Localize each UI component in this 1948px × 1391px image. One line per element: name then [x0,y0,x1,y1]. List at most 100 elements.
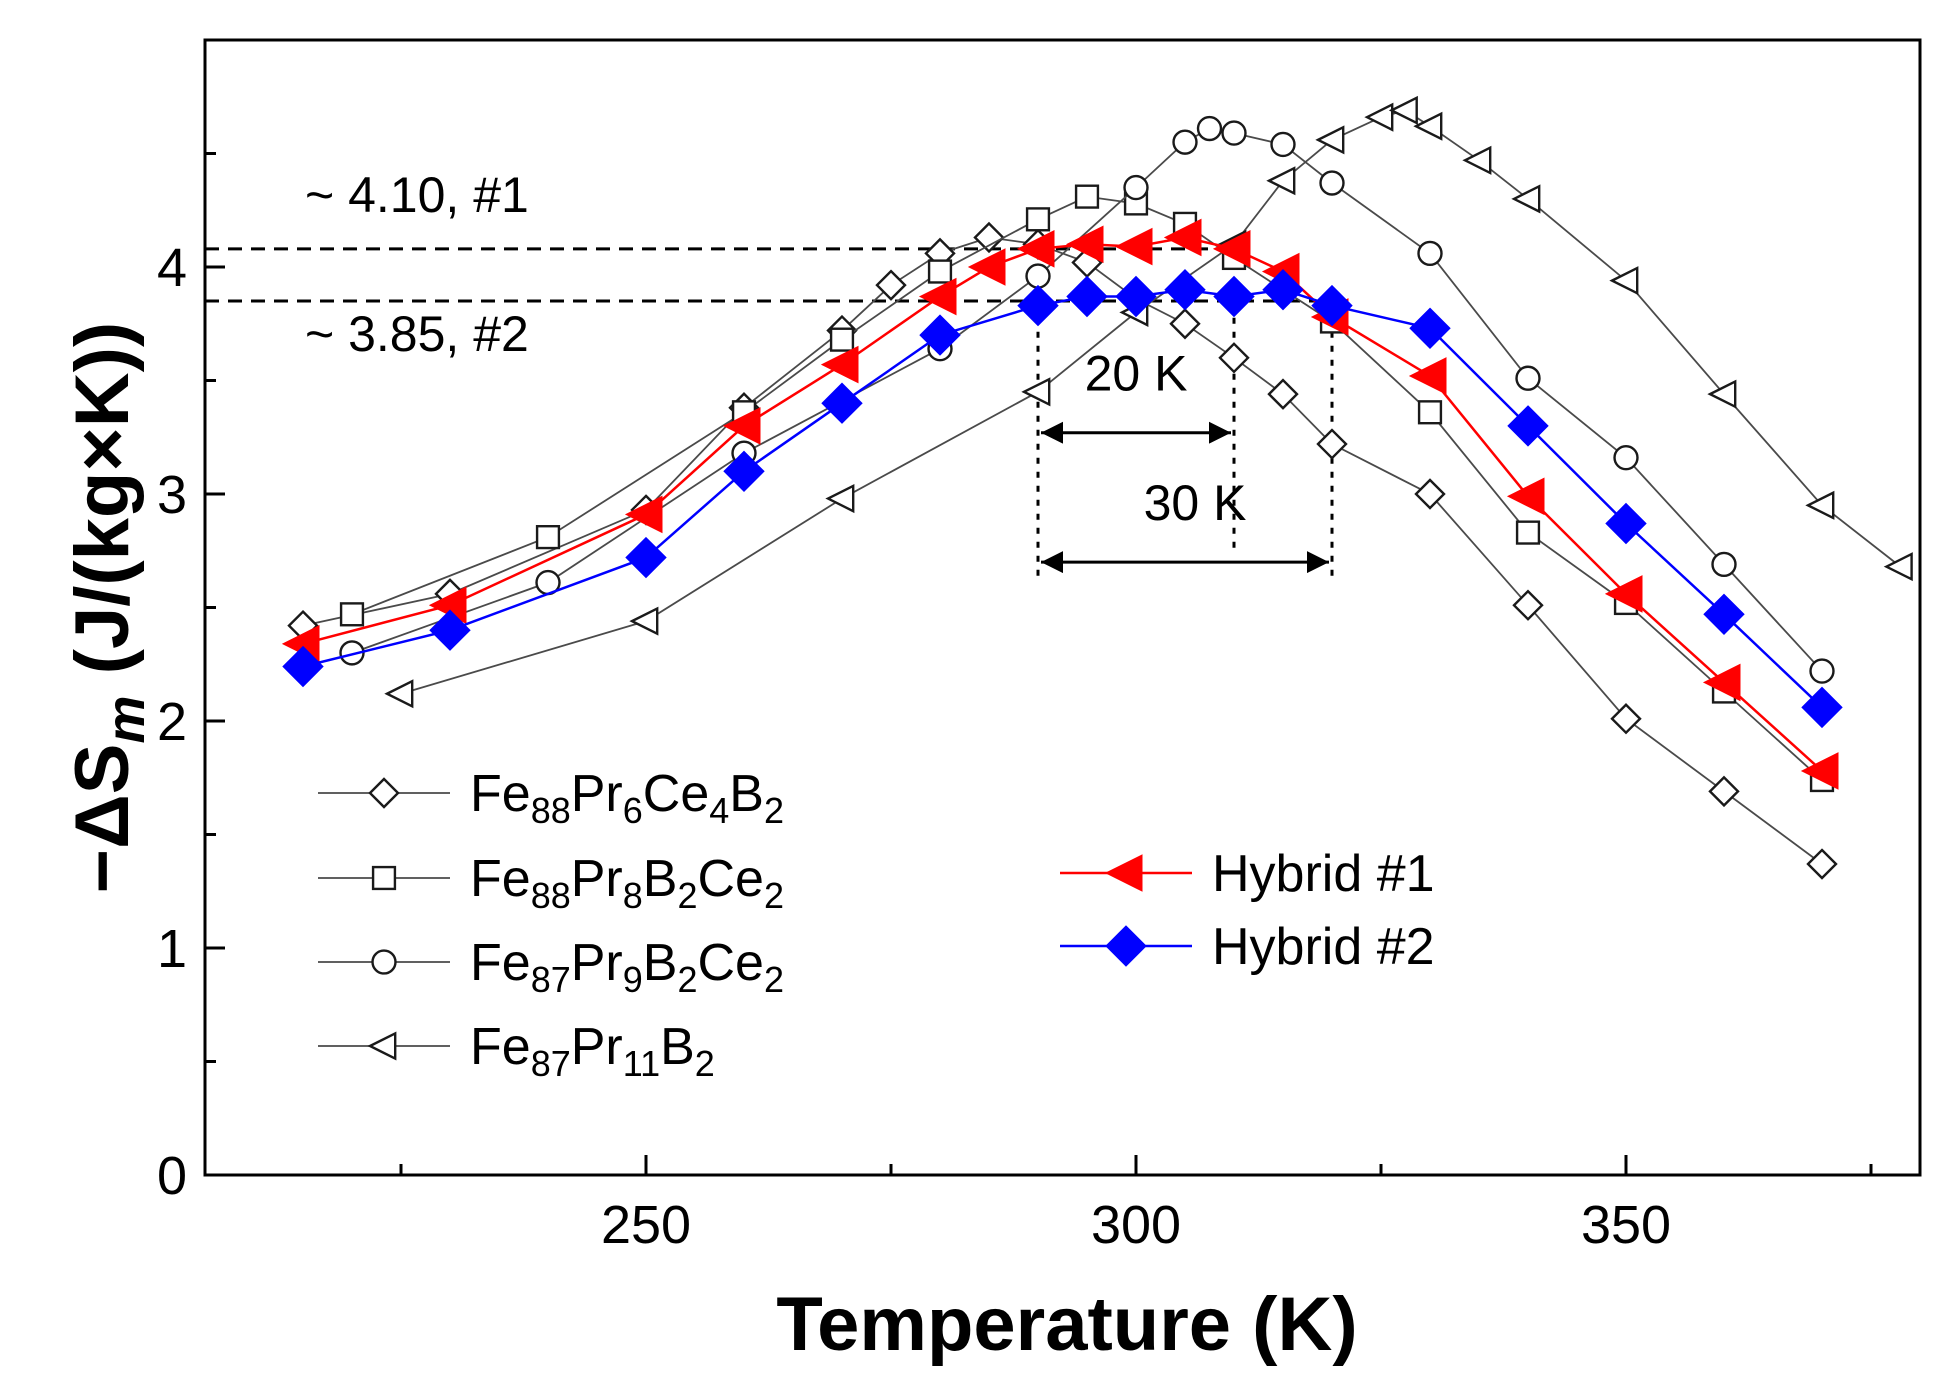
data-point-s4 [1609,266,1639,296]
data-point-s2 [1074,184,1100,209]
data-point-s2 [339,602,365,627]
legend-entry-h2: Hybrid #2 [1060,918,1435,976]
data-point-s3 [1221,120,1247,146]
data-point-s2 [1515,520,1541,545]
data-point-s1 [1512,589,1544,621]
data-point-s4 [1413,111,1443,141]
span-20k-label: 20 K [1085,346,1188,402]
data-point-h2 [1017,284,1059,327]
data-point-s4 [629,606,659,636]
data-point-s2 [535,525,561,550]
legend-label-part: Fe [470,765,531,823]
data-point-s4 [1266,166,1296,196]
y-tick-label: 1 [157,919,187,979]
legend-label-part: B [729,765,764,823]
series-s4 [384,95,1913,709]
data-point-s2 [927,259,953,284]
legend-label-part: 88 [531,790,571,831]
legend-label-part: Ce [643,765,709,823]
legend-label-part: Pr [571,850,623,908]
legend-label-part: 8 [623,875,643,916]
series-line-s2 [351,195,1823,781]
data-point-s3 [1515,365,1541,391]
data-point-h1 [1506,477,1545,516]
data-point-s3 [1319,170,1345,196]
data-point-s4 [1462,145,1492,175]
legend-label-part: 9 [623,959,643,1000]
data-point-s1 [1806,848,1838,880]
data-point-s3 [1025,263,1051,289]
series-line-h2 [302,288,1823,709]
x-tick-label: 300 [1091,1195,1181,1255]
data-point-s4 [1883,552,1913,582]
data-point-s3 [1172,129,1198,155]
legend-label-part: 2 [764,959,784,1000]
data-point-h2 [1066,275,1108,318]
data-point-s3 [339,640,365,666]
data-point-s1 [1218,342,1250,374]
legend-label-part: 2 [677,875,697,916]
data-point-h2 [1311,284,1353,327]
series-line-h1 [302,236,1823,772]
legend-entry-s1: Fe88Pr6Ce4B2 [318,765,784,831]
annotations: ~ 4.10, #1 ~ 3.85, #2 20 K 30 K [205,167,1334,581]
data-point-h2 [625,536,667,579]
annotation-label-hybrid-2: ~ 3.85, #2 [305,306,529,362]
data-point-h1 [918,277,957,316]
data-point-s3 [1809,658,1835,684]
legend-entry-s4: Fe87Pr11B2 [318,1018,715,1084]
legend-marker-s1 [368,777,400,809]
data-point-s3 [1270,131,1296,158]
data-point-h1 [722,407,761,445]
data-point-s1 [1267,378,1299,410]
legend-label-part: Fe [470,850,531,908]
data-point-h1 [1604,575,1643,613]
data-point-s1 [1708,775,1740,808]
data-point-h1 [1408,357,1447,395]
legend-marker-s4 [367,1031,397,1061]
data-point-h2 [1213,275,1255,318]
series-h1 [281,218,1839,790]
legend-label-s2: Fe88Pr8B2Ce2 [470,850,784,916]
legend-label-part: Hybrid #1 [1212,845,1435,903]
data-point-h1 [967,248,1006,286]
legend-label-part: 88 [531,875,571,916]
y-tick-label: 3 [157,465,187,525]
data-point-s4 [825,483,855,514]
legend-label-h2: Hybrid #2 [1212,918,1435,976]
data-point-s4 [1805,490,1835,520]
data-point-s1 [875,269,907,301]
data-point-h1 [624,495,663,534]
y-axis-title: −ΔSm (J/(kg×K)) [60,322,156,893]
data-point-h1 [1212,230,1251,268]
legend-label-part: B [643,934,678,992]
data-point-h2 [1164,268,1206,311]
data-point-s2 [1025,207,1051,232]
series-layer [281,95,1913,880]
span-30k-label: 30 K [1144,475,1247,531]
data-point-h1 [1702,663,1741,702]
legend-label-part: Pr [571,765,623,823]
data-point-s4 [1315,125,1345,155]
data-point-h1 [1800,752,1839,790]
legend-label-s1: Fe88Pr6Ce4B2 [470,765,784,831]
legend-label-s4: Fe87Pr11B2 [470,1018,715,1084]
legend-marker-h2 [1105,925,1147,967]
y-axis-title-unit: (J/(kg×K)) [60,322,145,696]
legend-label-part: 2 [677,959,697,1000]
data-point-h1 [1016,230,1055,268]
legend-label-part: 87 [531,959,571,1000]
data-point-s1 [1610,703,1642,735]
legend-label-part: Pr [571,934,623,992]
legend-label-part: 87 [531,1043,571,1084]
y-tick-label: 4 [157,238,187,298]
data-point-s4 [384,679,414,709]
data-point-h2 [1801,686,1843,729]
data-point-h1 [1163,218,1202,257]
data-point-s4 [1021,377,1051,407]
legend-marker-s2 [371,865,397,891]
legend-entry-h1: Hybrid #1 [1060,845,1435,903]
data-point-s1 [1316,428,1348,460]
data-point-h2 [1262,268,1304,311]
